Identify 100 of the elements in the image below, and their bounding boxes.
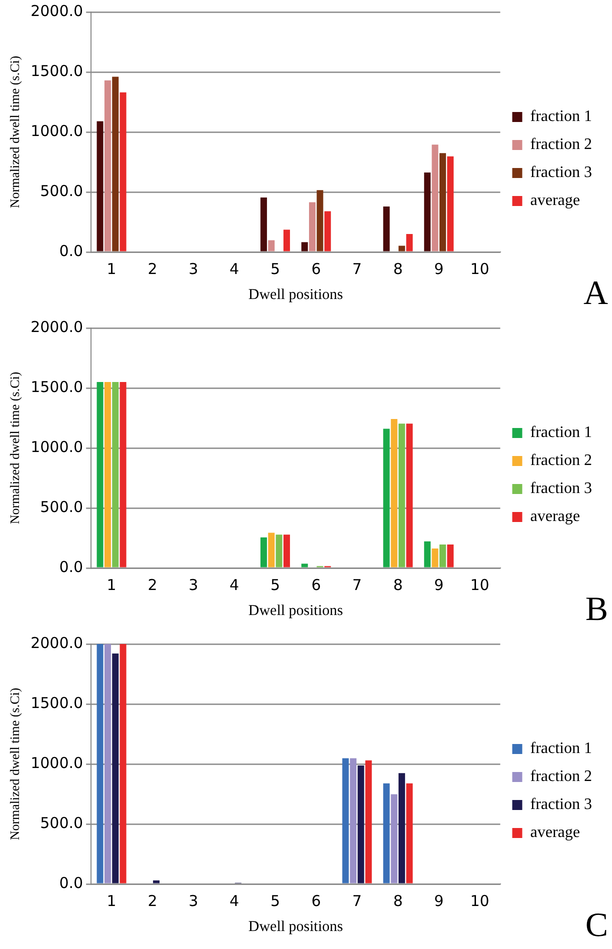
y-axis-title: Normalized dwell time (s.Ci) bbox=[7, 688, 22, 840]
bar bbox=[96, 382, 104, 568]
bar bbox=[447, 544, 454, 568]
bar bbox=[390, 794, 398, 884]
y-tick-label: 0.0 bbox=[59, 558, 84, 576]
x-tick-label: 5 bbox=[270, 260, 280, 278]
x-tick-label: 6 bbox=[311, 892, 321, 910]
x-tick-label: 2 bbox=[148, 576, 158, 594]
y-tick-label: 1000.0 bbox=[30, 122, 84, 140]
bar bbox=[439, 544, 446, 568]
bar bbox=[112, 382, 119, 568]
bar bbox=[104, 80, 111, 252]
bar bbox=[342, 758, 349, 884]
x-tick-label: 3 bbox=[188, 576, 198, 594]
bar bbox=[301, 242, 308, 252]
y-tick-label: 1000.0 bbox=[30, 754, 84, 772]
legend-label: fraction 1 bbox=[530, 424, 592, 442]
bar bbox=[120, 382, 126, 568]
x-tick-label: 7 bbox=[352, 576, 362, 594]
bar bbox=[398, 246, 406, 252]
x-tick-label: 6 bbox=[311, 260, 321, 278]
x-axis-title: Dwell positions bbox=[248, 918, 344, 935]
bar bbox=[316, 190, 324, 252]
legend-label: fraction 3 bbox=[530, 796, 592, 814]
x-tick-label: 4 bbox=[230, 576, 240, 594]
x-axis-title: Dwell positions bbox=[248, 286, 344, 303]
x-tick-label: 6 bbox=[311, 576, 321, 594]
bar bbox=[120, 644, 126, 884]
x-tick-label: 7 bbox=[352, 260, 362, 278]
bar bbox=[283, 534, 290, 568]
bar bbox=[398, 773, 406, 884]
bar bbox=[260, 537, 267, 568]
x-tick-label: 2 bbox=[148, 892, 158, 910]
y-tick-label: 0.0 bbox=[59, 242, 84, 260]
bar bbox=[350, 758, 356, 884]
bar bbox=[268, 240, 275, 252]
legend-label: fraction 2 bbox=[530, 452, 592, 470]
x-tick-label: 5 bbox=[270, 576, 280, 594]
y-tick-label: 1000.0 bbox=[30, 438, 84, 456]
bar bbox=[268, 532, 275, 568]
y-tick-label: 2000.0 bbox=[30, 318, 84, 336]
bar bbox=[383, 206, 390, 252]
legend-label: fraction 3 bbox=[530, 480, 592, 498]
bar bbox=[120, 92, 126, 252]
legend-label: average bbox=[530, 824, 580, 842]
x-tick-label: 9 bbox=[434, 576, 444, 594]
text: A bbox=[583, 274, 608, 312]
legend-label: fraction 1 bbox=[530, 108, 592, 126]
y-tick-label: 500.0 bbox=[40, 498, 84, 516]
bar bbox=[439, 153, 446, 252]
bar bbox=[104, 382, 111, 568]
bar bbox=[383, 783, 390, 884]
bar bbox=[432, 548, 438, 568]
bar bbox=[301, 564, 308, 568]
bar bbox=[96, 644, 104, 884]
legend-label: average bbox=[530, 508, 580, 526]
y-axis-title: Normalized dwell time (s.Ci) bbox=[7, 372, 22, 524]
x-tick-label: 7 bbox=[352, 892, 362, 910]
x-tick-label: 3 bbox=[188, 260, 198, 278]
legend-label: fraction 2 bbox=[530, 768, 592, 786]
bar bbox=[424, 541, 431, 568]
bar bbox=[283, 230, 290, 252]
x-tick-label: 1 bbox=[106, 576, 116, 594]
bar bbox=[406, 234, 413, 252]
y-tick-label: 1500.0 bbox=[30, 378, 84, 396]
y-tick-label: 500.0 bbox=[40, 182, 84, 200]
bar bbox=[447, 156, 454, 252]
x-tick-label: 8 bbox=[393, 576, 403, 594]
bar bbox=[309, 202, 316, 252]
x-tick-label: 5 bbox=[270, 892, 280, 910]
y-tick-label: 0.0 bbox=[59, 874, 84, 892]
bar bbox=[358, 765, 364, 884]
legend-label: fraction 2 bbox=[530, 136, 592, 154]
legend-label: fraction 3 bbox=[530, 164, 592, 182]
y-tick-label: 2000.0 bbox=[30, 2, 84, 20]
x-tick-label: 8 bbox=[393, 260, 403, 278]
bar bbox=[398, 424, 406, 568]
bar bbox=[276, 534, 282, 568]
y-tick-label: 2000.0 bbox=[30, 634, 84, 652]
x-tick-label: 9 bbox=[434, 260, 444, 278]
legend-label: fraction 1 bbox=[530, 740, 592, 758]
bar bbox=[324, 211, 331, 252]
x-tick-label: 9 bbox=[434, 892, 444, 910]
bar bbox=[406, 783, 413, 884]
bar bbox=[260, 198, 267, 252]
bar bbox=[153, 880, 160, 884]
bar bbox=[424, 172, 431, 252]
x-tick-label: 1 bbox=[106, 892, 116, 910]
x-tick-label: 2 bbox=[148, 260, 158, 278]
bar bbox=[96, 121, 104, 252]
bar bbox=[383, 428, 390, 568]
y-axis-title: Normalized dwell time (s.Ci) bbox=[7, 56, 22, 208]
bar bbox=[365, 760, 372, 884]
bar bbox=[104, 644, 111, 884]
y-tick-label: 1500.0 bbox=[30, 694, 84, 712]
x-tick-label: 10 bbox=[470, 892, 490, 910]
y-tick-label: 500.0 bbox=[40, 814, 84, 832]
x-axis-title: Dwell positions bbox=[248, 602, 344, 619]
x-tick-label: 10 bbox=[470, 576, 490, 594]
x-tick-label: 4 bbox=[230, 892, 240, 910]
